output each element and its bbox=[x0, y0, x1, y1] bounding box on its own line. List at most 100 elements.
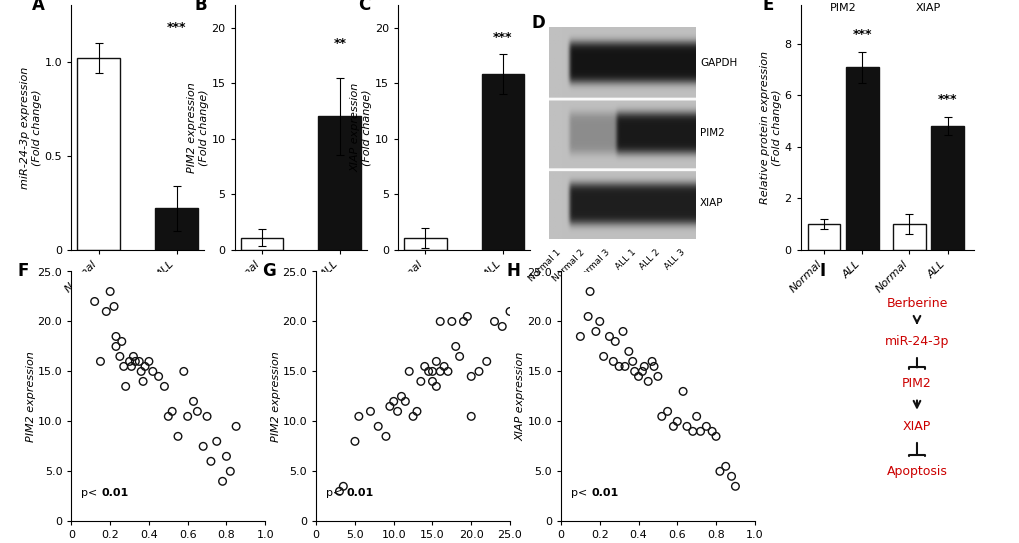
Point bbox=[478, 357, 494, 366]
Point bbox=[668, 417, 685, 426]
Point bbox=[209, 437, 225, 446]
Point bbox=[108, 342, 124, 351]
Text: C: C bbox=[358, 0, 370, 14]
Point bbox=[432, 367, 448, 376]
Point bbox=[416, 362, 432, 371]
Text: PIM2: PIM2 bbox=[699, 128, 723, 138]
Text: B: B bbox=[195, 0, 207, 14]
Point bbox=[409, 407, 425, 416]
Bar bbox=[240, 238, 283, 250]
Text: H: H bbox=[506, 262, 520, 280]
Text: p<: p< bbox=[82, 488, 101, 498]
Point bbox=[377, 432, 393, 441]
Bar bbox=[77, 58, 120, 250]
Text: Normal 1: Normal 1 bbox=[526, 248, 561, 283]
Point bbox=[413, 377, 429, 386]
Point bbox=[145, 367, 161, 376]
Point bbox=[626, 367, 642, 376]
Point bbox=[151, 372, 167, 381]
Point bbox=[199, 412, 215, 421]
Point bbox=[636, 362, 652, 371]
Point bbox=[164, 407, 180, 416]
Text: PIM2: PIM2 bbox=[829, 3, 856, 13]
Point bbox=[130, 357, 148, 366]
Point bbox=[471, 367, 487, 376]
Point bbox=[601, 332, 618, 341]
Point bbox=[102, 287, 118, 296]
Point bbox=[707, 432, 723, 441]
Point bbox=[620, 347, 636, 356]
Point bbox=[405, 412, 421, 421]
Point bbox=[616, 362, 633, 371]
Point bbox=[428, 382, 444, 391]
Point bbox=[697, 422, 713, 431]
Point bbox=[443, 317, 460, 326]
Y-axis label: Relative protein expression
(Fold change): Relative protein expression (Fold change… bbox=[759, 51, 781, 204]
Point bbox=[581, 287, 597, 296]
Point bbox=[727, 482, 743, 491]
Bar bbox=[893, 224, 924, 250]
Point bbox=[624, 357, 640, 366]
Point bbox=[439, 367, 455, 376]
Point bbox=[362, 407, 378, 416]
Point bbox=[396, 397, 413, 406]
Point bbox=[703, 427, 719, 435]
Bar bbox=[155, 209, 198, 250]
Point bbox=[424, 377, 440, 386]
Point bbox=[125, 352, 142, 361]
Text: XIAP: XIAP bbox=[915, 3, 941, 13]
Point bbox=[381, 402, 397, 411]
Point bbox=[610, 362, 627, 371]
Point bbox=[175, 367, 192, 376]
Text: ***: *** bbox=[937, 93, 957, 106]
Point bbox=[203, 457, 219, 466]
Point bbox=[370, 422, 386, 431]
Text: E: E bbox=[762, 0, 773, 14]
Point bbox=[653, 412, 669, 421]
Y-axis label: XIAP expression
(Fold change): XIAP expression (Fold change) bbox=[350, 83, 372, 172]
Point bbox=[645, 362, 661, 371]
Text: ***: *** bbox=[167, 21, 186, 34]
Point bbox=[113, 337, 129, 346]
Text: **: ** bbox=[333, 37, 345, 50]
Point bbox=[179, 412, 196, 421]
Point bbox=[664, 422, 681, 431]
Point bbox=[722, 472, 739, 481]
Point bbox=[400, 367, 417, 376]
Point bbox=[117, 382, 133, 391]
Point bbox=[493, 322, 510, 331]
Point bbox=[385, 397, 401, 406]
Point bbox=[108, 332, 124, 341]
Point bbox=[587, 327, 603, 336]
Bar bbox=[930, 127, 963, 250]
Point bbox=[115, 362, 131, 371]
Point bbox=[501, 307, 518, 316]
Point bbox=[649, 372, 665, 381]
Point bbox=[675, 387, 691, 396]
Text: XIAP: XIAP bbox=[902, 420, 930, 433]
Point bbox=[123, 362, 140, 371]
Text: 0.01: 0.01 bbox=[590, 488, 618, 498]
Point bbox=[222, 467, 238, 476]
Point bbox=[630, 372, 646, 381]
Point bbox=[435, 362, 451, 371]
Y-axis label: PIM2 expression: PIM2 expression bbox=[26, 351, 37, 442]
Text: ALL 2: ALL 2 bbox=[637, 248, 660, 271]
Point bbox=[132, 367, 149, 376]
Point bbox=[634, 367, 650, 376]
Y-axis label: XIAP expression: XIAP expression bbox=[516, 352, 526, 441]
Point bbox=[137, 362, 153, 371]
Point bbox=[424, 367, 440, 376]
Point bbox=[156, 382, 172, 391]
Point bbox=[346, 437, 363, 446]
Point bbox=[106, 302, 122, 311]
Text: 0.01: 0.01 bbox=[345, 488, 373, 498]
Point bbox=[604, 357, 621, 366]
Point bbox=[454, 317, 471, 326]
Y-axis label: miR-24-3p expression
(Fold change): miR-24-3p expression (Fold change) bbox=[20, 66, 42, 189]
Point bbox=[127, 357, 144, 366]
Point bbox=[643, 357, 659, 366]
Point bbox=[711, 467, 728, 476]
Point bbox=[717, 462, 734, 471]
Text: ALL 1: ALL 1 bbox=[613, 248, 637, 272]
